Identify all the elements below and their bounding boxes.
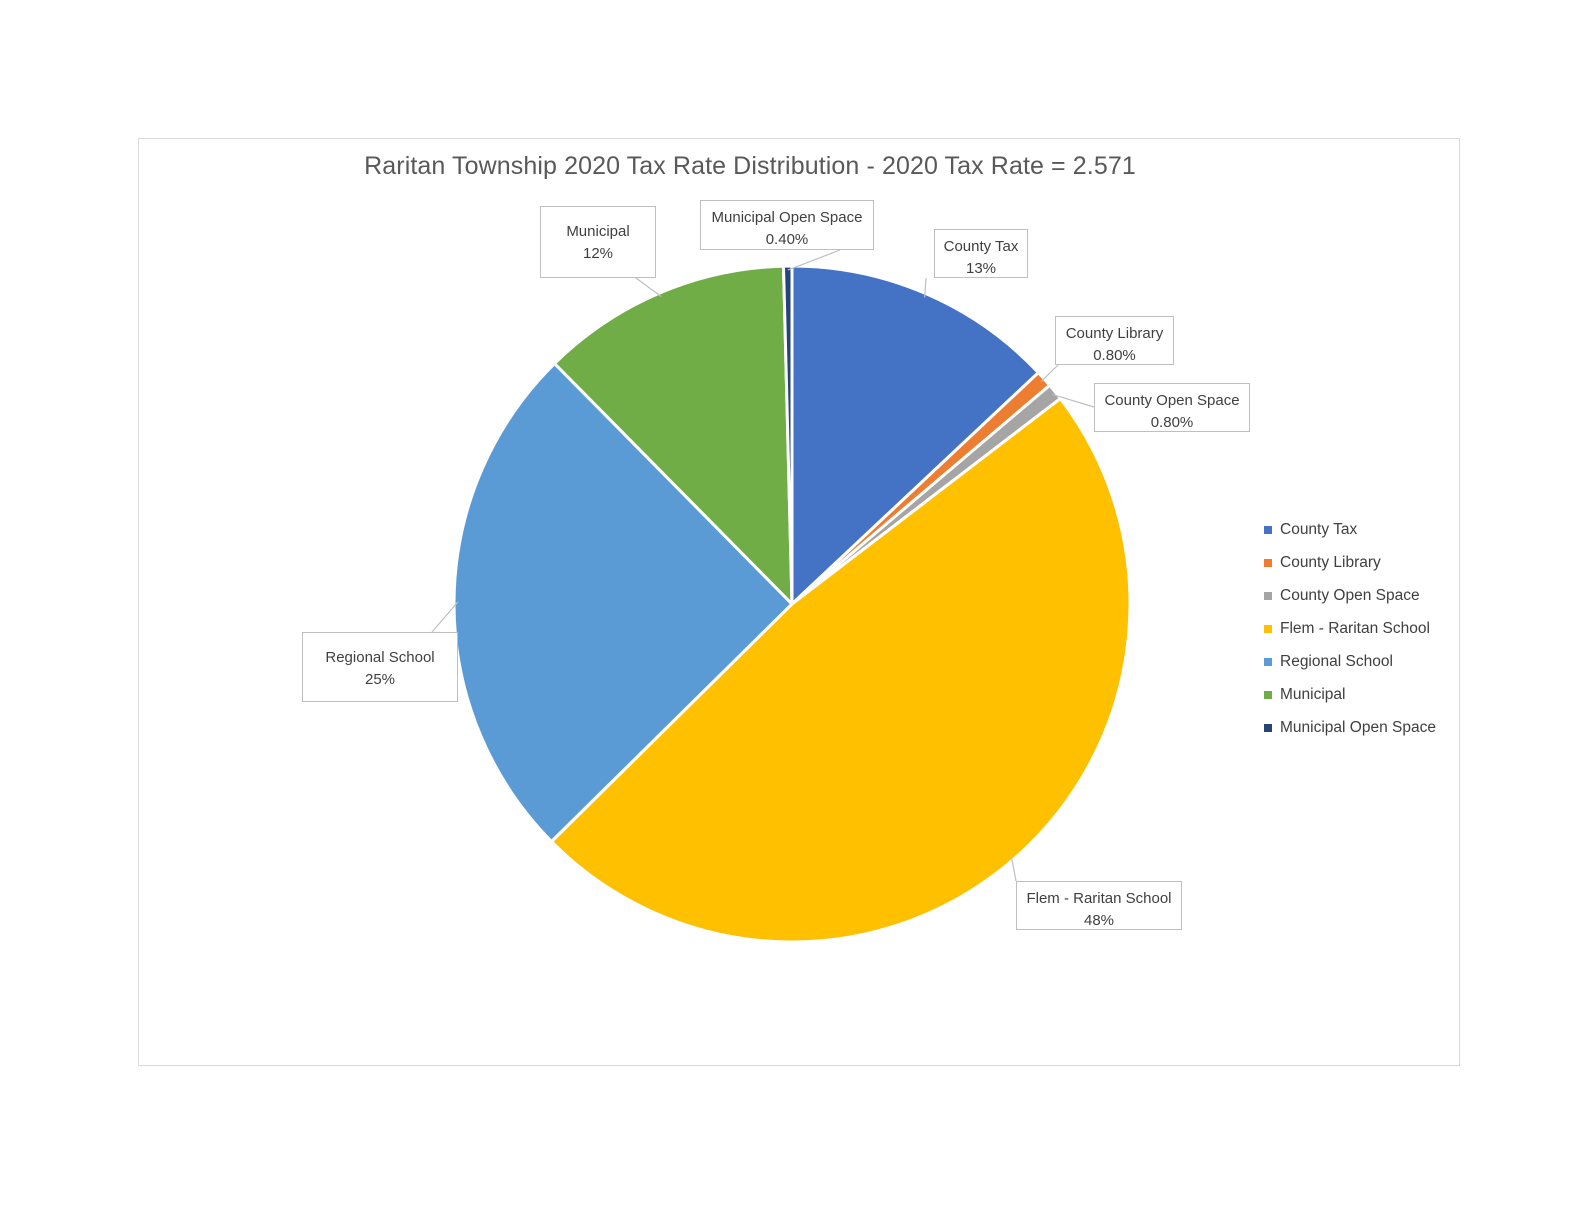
- data-label-municipal: Municipal 12%: [540, 206, 656, 278]
- data-label-name: County Open Space: [1104, 392, 1240, 409]
- legend-item-county-tax: County Tax: [1264, 513, 1436, 546]
- data-label-value: 0.40%: [765, 231, 809, 248]
- data-label-name: Municipal Open Space: [711, 209, 863, 226]
- leader-line-municipal: [635, 277, 662, 298]
- chart-title: Raritan Township 2020 Tax Rate Distribut…: [364, 152, 1136, 180]
- legend-swatch: [1264, 624, 1272, 633]
- data-label-name: Regional School: [325, 649, 435, 666]
- data-label-county-library: County Library 0.80%: [1055, 316, 1174, 365]
- leader-line-county-library: [1040, 364, 1059, 382]
- data-label-county-tax: County Tax 13%: [934, 229, 1028, 278]
- data-label-value: 48%: [1083, 912, 1115, 929]
- legend-label: Regional School: [1280, 652, 1393, 670]
- data-label-name: County Tax: [943, 238, 1019, 255]
- data-label-regional-school: Regional School 25%: [302, 632, 458, 702]
- data-label-flem-raritan-school: Flem - Raritan School 48%: [1016, 881, 1182, 930]
- pie-slice-municipal: [553, 264, 794, 606]
- pie-slice-regional-school: [452, 362, 794, 843]
- data-label-name: County Library: [1065, 325, 1164, 342]
- legend-item-municipal: Municipal: [1264, 678, 1436, 711]
- legend-swatch: [1264, 525, 1272, 534]
- pie-slice-flem-raritan-school: [550, 397, 1132, 944]
- data-label-municipal-open-space: Municipal Open Space 0.40%: [700, 200, 874, 250]
- legend-item-regional-school: Regional School: [1264, 645, 1436, 678]
- data-label-name: Flem - Raritan School: [1026, 890, 1172, 907]
- legend-item-municipal-open-space: Municipal Open Space: [1264, 711, 1436, 744]
- leader-line-flem-raritan-school: [1010, 855, 1017, 882]
- data-label-name: Municipal: [566, 223, 630, 240]
- data-label-value: 0.80%: [1093, 347, 1136, 364]
- legend-swatch: [1264, 657, 1272, 666]
- legend-swatch: [1264, 690, 1272, 699]
- data-label-value: 25%: [364, 671, 396, 688]
- pie-slice-county-tax: [790, 264, 1040, 606]
- legend-item-county-open-space: County Open Space: [1264, 579, 1436, 612]
- legend-item-county-library: County Library: [1264, 546, 1436, 579]
- data-label-county-open-space: County Open Space 0.80%: [1094, 383, 1250, 432]
- leader-line-municipal-open-space: [787, 249, 841, 271]
- legend-swatch: [1264, 591, 1272, 600]
- legend-swatch: [1264, 558, 1272, 567]
- pie-slice-municipal-open-space: [782, 264, 794, 606]
- legend-label: County Open Space: [1280, 586, 1420, 604]
- data-label-value: 12%: [582, 245, 614, 262]
- chart-legend: County Tax County Library County Open Spac…: [1264, 513, 1436, 744]
- leader-line-regional-school: [431, 601, 459, 633]
- data-label-value: 13%: [965, 260, 997, 277]
- legend-swatch: [1264, 723, 1272, 732]
- leader-line-county-tax: [924, 277, 927, 298]
- legend-item-flem-raritan-school: Flem - Raritan School: [1264, 612, 1436, 645]
- legend-label: Municipal: [1280, 685, 1346, 703]
- legend-label: Municipal Open Space: [1280, 718, 1436, 736]
- data-label-value: 0.80%: [1150, 414, 1194, 431]
- legend-label: County Tax: [1280, 520, 1358, 538]
- legend-label: Flem - Raritan School: [1280, 619, 1430, 637]
- legend-label: County Library: [1280, 553, 1381, 571]
- leader-line-county-open-space: [1051, 393, 1095, 408]
